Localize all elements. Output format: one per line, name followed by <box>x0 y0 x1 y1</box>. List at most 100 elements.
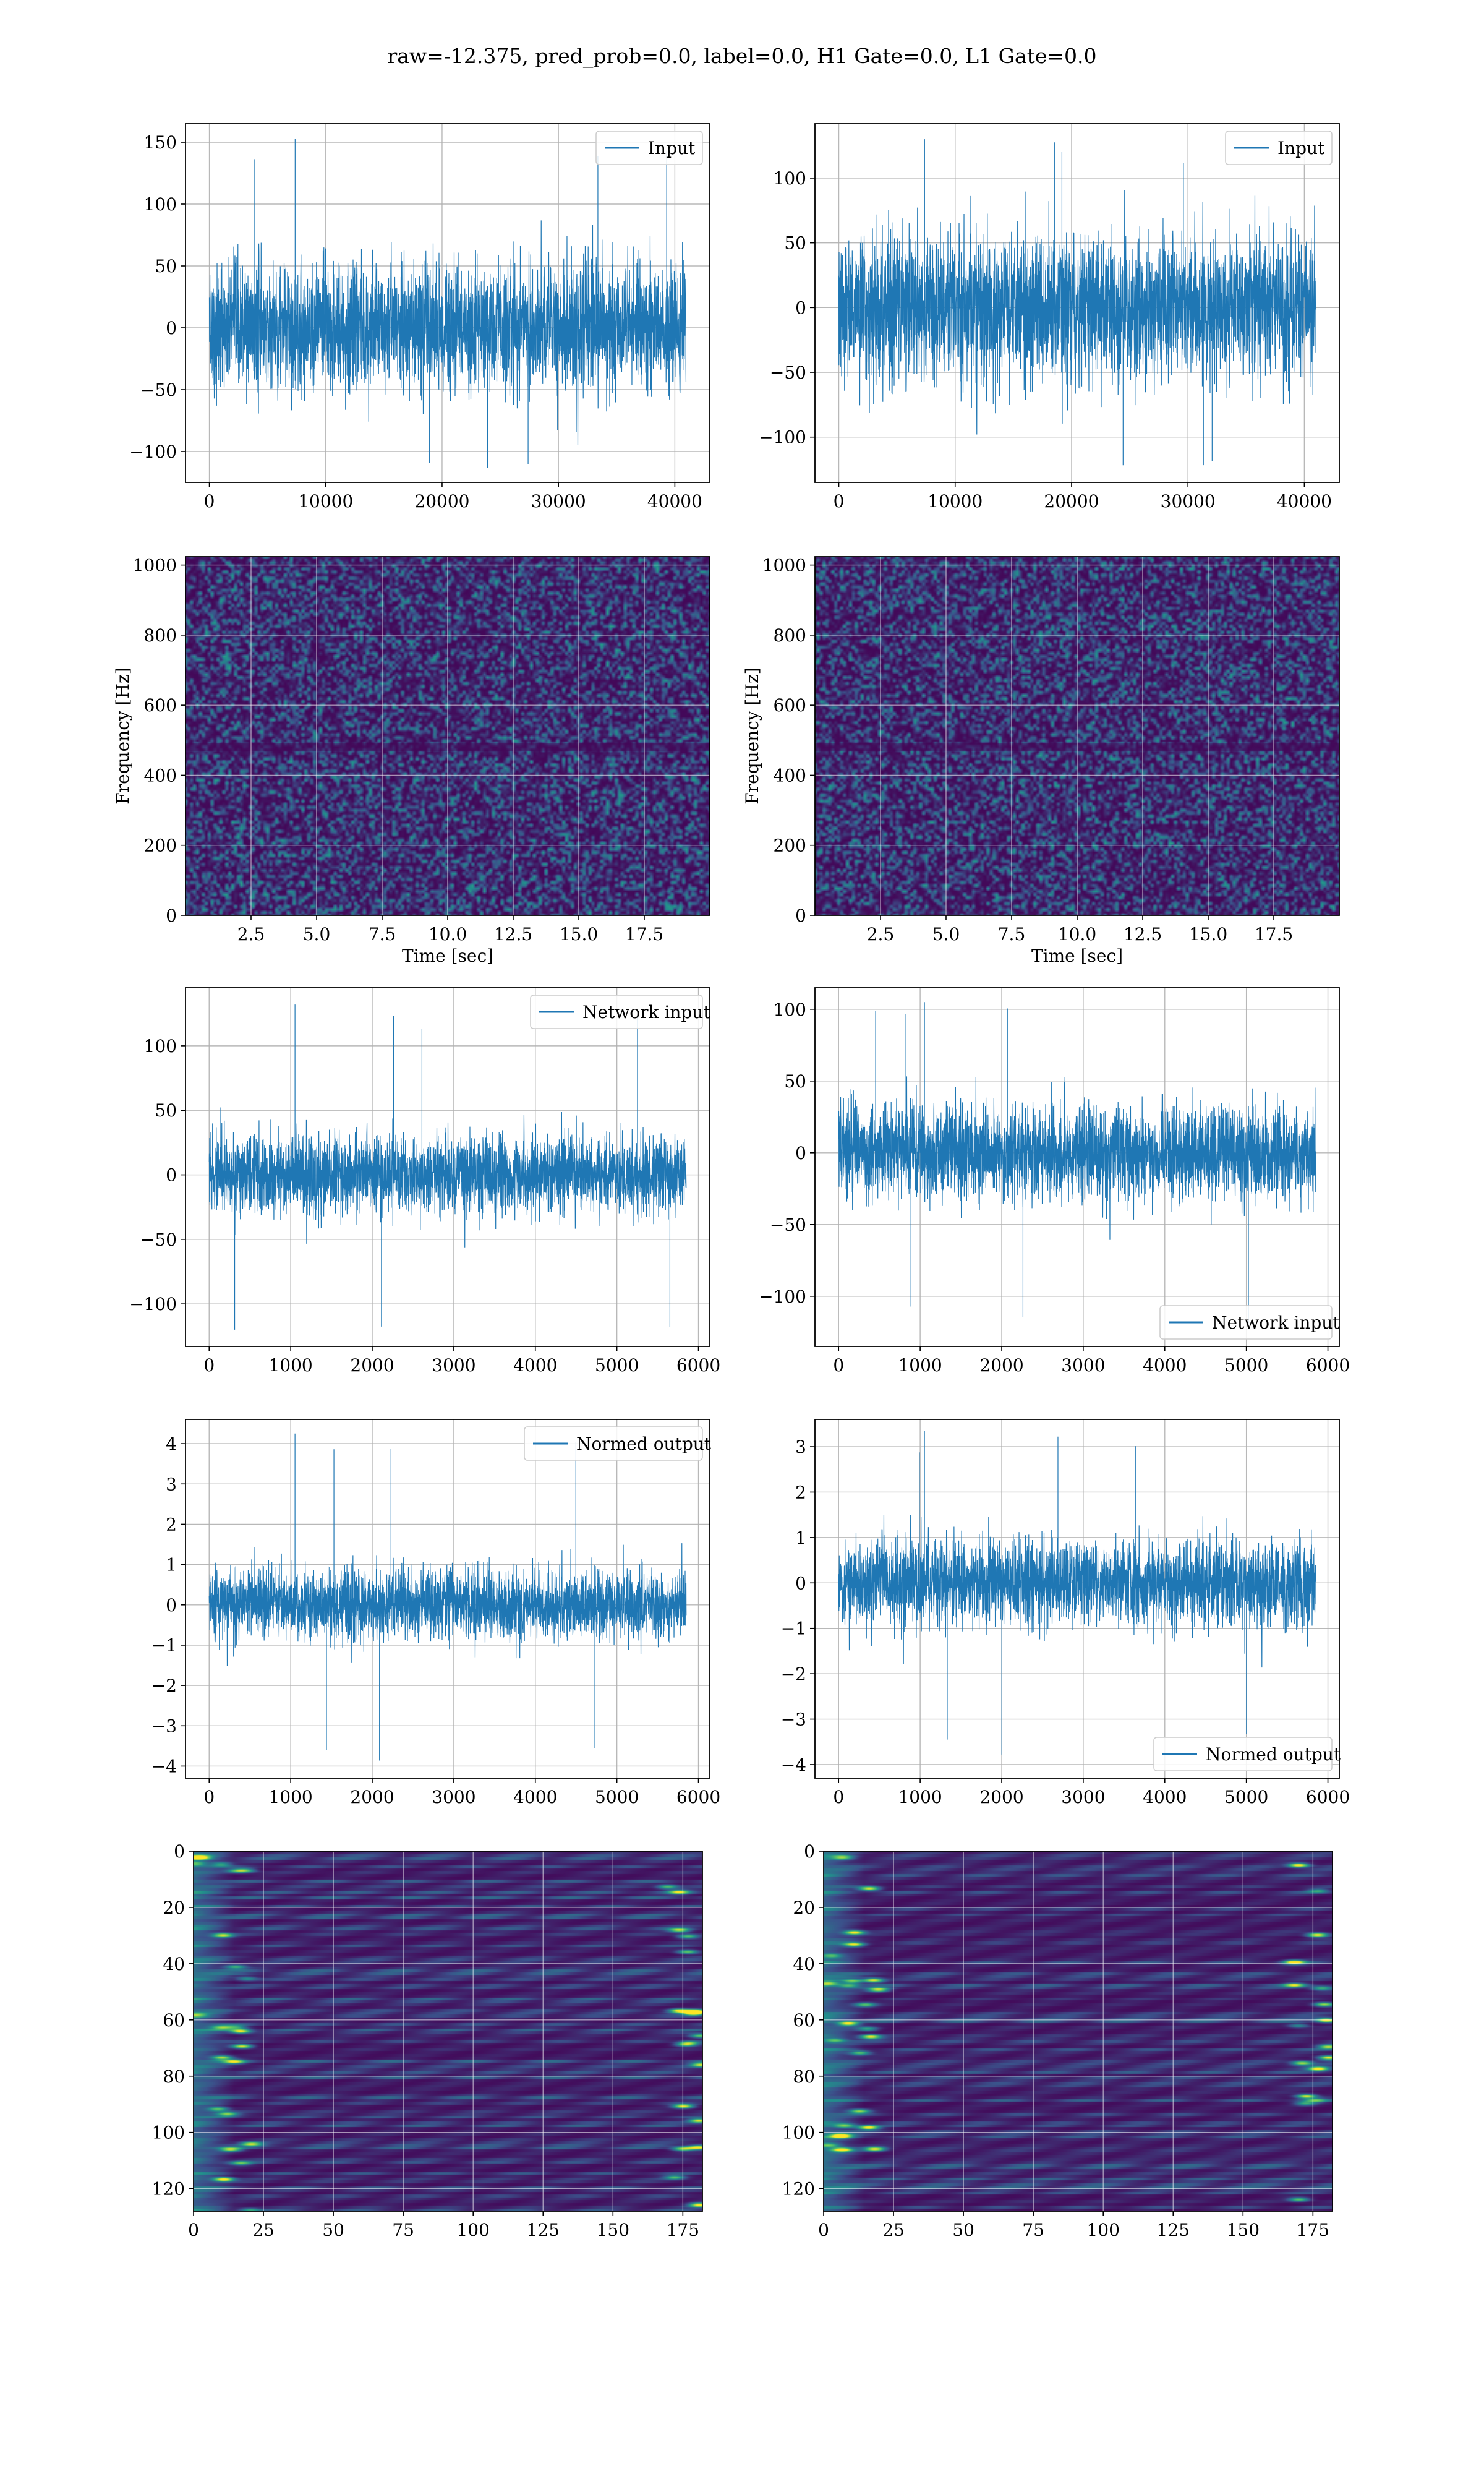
x-tick-label: 3000 <box>432 1787 475 1807</box>
y-tick-label: −50 <box>770 362 806 383</box>
x-tick-label: 0 <box>203 1787 215 1807</box>
chart-l1-feature-map: 0 25 50 75 100 125 150 175 0 20 40 60 80 100 120 <box>782 1841 1333 2240</box>
legend-box <box>595 131 703 165</box>
axes-frame <box>814 123 1340 483</box>
y-tick-label: 150 <box>144 132 177 153</box>
y-tick-label: −100 <box>759 427 806 448</box>
x-tick-label: 12.5 <box>1124 924 1162 944</box>
y-tick-label: −3 <box>151 1716 177 1736</box>
x-tick-label: 0 <box>188 2220 199 2240</box>
x-tick-label: 30000 <box>531 491 586 511</box>
legend-label: Network input <box>1212 1312 1340 1333</box>
x-tick-label: 50 <box>952 2220 974 2240</box>
x-tick-label: 30000 <box>1161 491 1216 511</box>
x-tick-label: 0 <box>818 2220 829 2240</box>
chart-h1-input: 0 10000 20000 30000 40000 −100 −50 0 50 100 150 Inp… <box>129 123 710 511</box>
x-tick-label: 0 <box>834 491 845 511</box>
x-tick-label: 5000 <box>595 1355 639 1376</box>
y-tick-label: 100 <box>144 194 177 215</box>
legend-box <box>1159 1305 1333 1340</box>
y-tick-label: 0 <box>795 297 806 318</box>
axes-frame <box>823 1851 1333 2212</box>
x-tick-label: 4000 <box>513 1787 557 1807</box>
x-tick-label: 40000 <box>647 491 702 511</box>
x-tick-label: 3000 <box>432 1355 475 1376</box>
x-tick-label: 25 <box>882 2220 905 2240</box>
y-tick-label: 20 <box>163 1898 185 1918</box>
x-tick-label: 17.5 <box>625 924 663 944</box>
chart-l1-normed-output: 0 1000 2000 3000 4000 5000 6000 −4 −3 −2 −1 0 1 2 3 Nor… <box>781 1419 1350 1807</box>
y-tick-label: 50 <box>155 1100 177 1121</box>
y-tick-label: 60 <box>793 2010 815 2031</box>
y-tick-label: 4 <box>166 1434 177 1454</box>
y-tick-label: −100 <box>129 1294 177 1314</box>
legend-box <box>524 1426 703 1461</box>
y-tick-label: 3 <box>166 1474 177 1494</box>
y-tick-label: 200 <box>144 836 177 856</box>
y-tick-label: −50 <box>140 380 177 400</box>
x-tick-label: 15.0 <box>1189 924 1227 944</box>
chart-h1-network-input: 0 1000 2000 3000 4000 5000 6000 −100 −50 0 50 100 Ne… <box>129 987 720 1376</box>
series-line <box>838 1002 1316 1324</box>
y-tick-label: −4 <box>781 1755 806 1775</box>
y-tick-label: 600 <box>144 695 177 716</box>
x-tick-label: 2000 <box>979 1355 1023 1376</box>
x-tick-label: 3000 <box>1061 1355 1105 1376</box>
chart-h1-spectrogram: 2.5 5.0 7.5 10.0 12.5 15.0 17.5 0 200 400 600 800 10… <box>113 555 710 966</box>
legend-label: Network input <box>582 1002 710 1022</box>
y-tick-label: 2 <box>166 1514 177 1534</box>
y-tick-label: 600 <box>774 695 806 716</box>
y-tick-label: 120 <box>152 2179 185 2199</box>
y-tick-label: 20 <box>793 1898 815 1918</box>
axes-frame <box>814 1419 1340 1779</box>
x-tick-label: 2.5 <box>867 924 895 944</box>
x-tick-label: 2000 <box>350 1355 394 1376</box>
y-tick-label: 2 <box>795 1482 806 1502</box>
x-tick-label: 150 <box>1227 2220 1260 2240</box>
x-tick-label: 4000 <box>513 1355 557 1376</box>
x-tick-label: 4000 <box>1143 1787 1187 1807</box>
y-tick-label: −50 <box>140 1230 177 1250</box>
x-tick-label: 150 <box>597 2220 629 2240</box>
y-axis-label: Frequency [Hz] <box>113 667 133 804</box>
y-tick-label: 40 <box>163 1954 185 1974</box>
x-tick-label: 175 <box>1297 2220 1329 2240</box>
x-tick-label: 2.5 <box>237 924 265 944</box>
x-tick-label: 2000 <box>979 1787 1023 1807</box>
heatmap-image <box>194 1851 702 2211</box>
figure-suptitle: raw=-12.375, pred_prob=0.0, label=0.0, H… <box>387 44 1096 69</box>
y-tick-label: −4 <box>151 1756 177 1776</box>
x-tick-label: 5000 <box>1224 1787 1268 1807</box>
x-tick-label: 25 <box>252 2220 275 2240</box>
x-tick-label: 1000 <box>898 1787 942 1807</box>
y-tick-label: 0 <box>795 1573 806 1593</box>
y-tick-label: −2 <box>151 1676 177 1696</box>
legend-label: Input <box>1277 138 1325 158</box>
y-tick-label: 0 <box>166 318 177 338</box>
y-tick-label: 60 <box>163 2010 185 2031</box>
x-tick-label: 1000 <box>268 1355 312 1376</box>
x-tick-label: 5000 <box>595 1787 639 1807</box>
y-tick-label: 100 <box>782 2123 815 2143</box>
chart-l1-input: 0 10000 20000 30000 40000 −100 −50 0 50 100 Input <box>759 123 1340 511</box>
series-line <box>838 139 1316 466</box>
x-tick-label: 4000 <box>1143 1355 1187 1376</box>
y-tick-label: 100 <box>774 999 806 1020</box>
y-tick-label: 80 <box>793 2066 815 2087</box>
y-tick-label: 1000 <box>762 555 806 576</box>
x-tick-label: 15.0 <box>560 924 598 944</box>
x-tick-label: 20000 <box>1044 491 1099 511</box>
y-tick-label: 50 <box>155 256 177 276</box>
x-axis-label: Time [sec] <box>402 946 493 966</box>
chart-l1-spectrogram: 2.5 5.0 7.5 10.0 12.5 15.0 17.5 0 200 400 600 800 10… <box>742 555 1340 966</box>
x-tick-label: 6000 <box>1306 1355 1350 1376</box>
axes-frame <box>185 123 710 483</box>
y-tick-label: 1 <box>166 1555 177 1575</box>
y-tick-label: 100 <box>774 168 806 189</box>
x-tick-label: 5.0 <box>303 924 331 944</box>
y-tick-label: −100 <box>129 442 177 462</box>
y-tick-label: 40 <box>793 1954 815 1974</box>
x-tick-label: 75 <box>392 2220 414 2240</box>
chart-h1-normed-output: 0 1000 2000 3000 4000 5000 6000 −4 −3 −2 −1 0 1 2 3 4 No… <box>151 1419 720 1807</box>
x-tick-label: 125 <box>527 2220 560 2240</box>
